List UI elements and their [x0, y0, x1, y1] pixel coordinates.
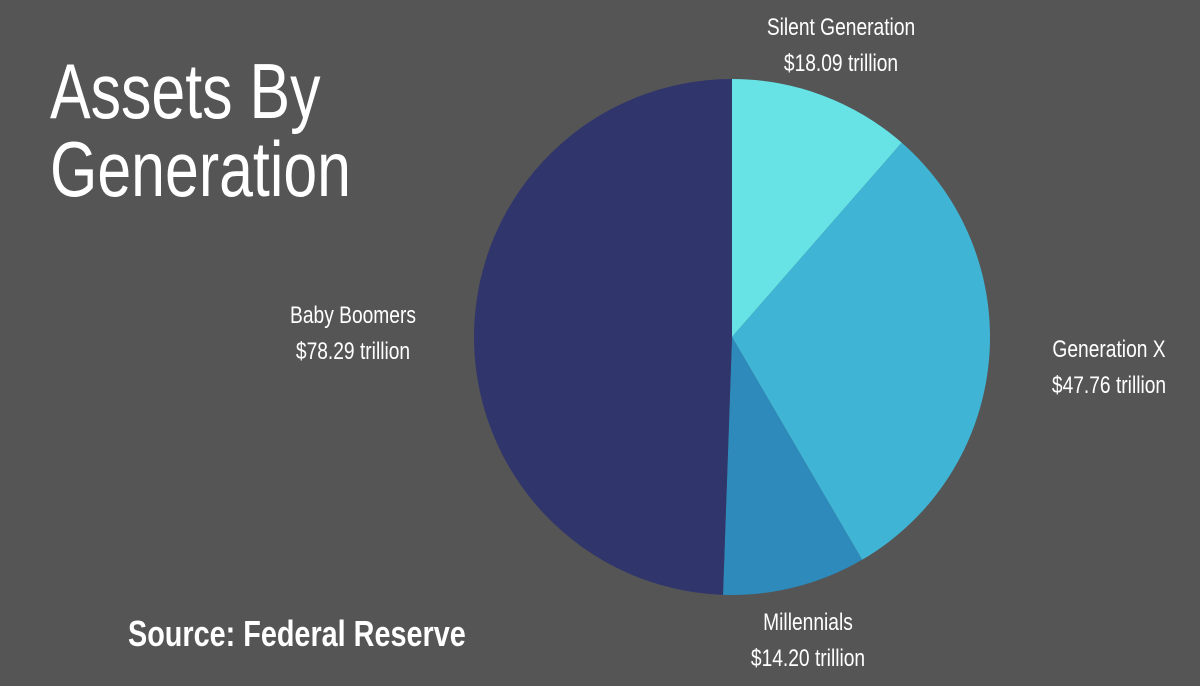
pie-slice-generation-x: [732, 142, 990, 560]
slice-name: Baby Boomers: [290, 302, 416, 329]
slice-label-generation-x: Generation X $47.76 trillion: [1029, 332, 1189, 404]
slice-value: $78.29 trillion: [295, 338, 411, 365]
slice-name: Millennials: [763, 609, 853, 636]
slice-label-millennials: Millennials $14.20 trillion: [728, 605, 888, 677]
slice-name: Generation X: [1052, 336, 1166, 363]
slice-value: $18.09 trillion: [783, 50, 899, 77]
pie-slice-silent-generation: [732, 79, 902, 337]
slice-value: $14.20 trillion: [750, 645, 866, 672]
title-line-1: Assets By: [50, 47, 321, 135]
slice-label-silent-generation: Silent Generation $18.09 trillion: [761, 10, 921, 82]
source-note: Source: Federal Reserve: [128, 613, 466, 654]
pie-slice-baby-boomers: [474, 79, 732, 595]
pie-slice-millennials: [722, 337, 863, 595]
chart-title: Assets By Generation: [50, 52, 351, 208]
slice-label-baby-boomers: Baby Boomers $78.29 trillion: [273, 298, 433, 370]
title-line-2: Generation: [50, 125, 352, 213]
slice-value: $47.76 trillion: [1051, 372, 1167, 399]
slice-name: Silent Generation: [766, 14, 916, 41]
